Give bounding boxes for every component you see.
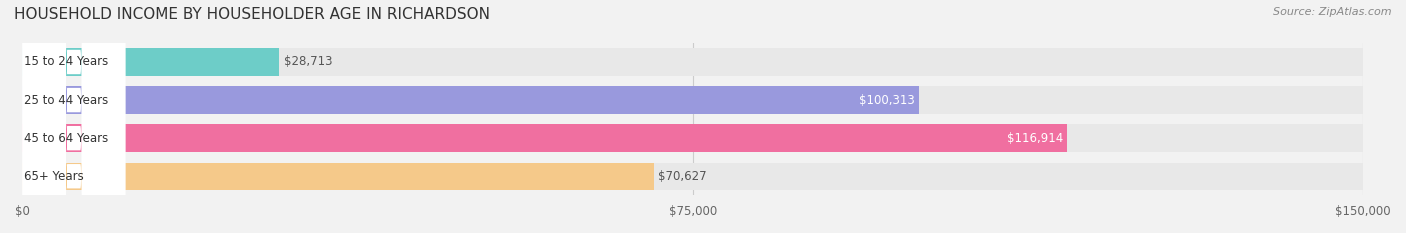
Text: $100,313: $100,313 (859, 94, 914, 106)
Text: 25 to 44 Years: 25 to 44 Years (24, 94, 108, 106)
Bar (22, 163, 1364, 190)
Bar (22, 86, 1364, 114)
FancyBboxPatch shape (22, 0, 125, 233)
FancyBboxPatch shape (22, 0, 125, 233)
Text: $116,914: $116,914 (1007, 132, 1063, 145)
Text: 15 to 24 Years: 15 to 24 Years (24, 55, 108, 69)
Text: $28,713: $28,713 (284, 55, 332, 69)
FancyBboxPatch shape (22, 0, 125, 233)
Text: 45 to 64 Years: 45 to 64 Years (24, 132, 108, 145)
Bar (22, 163, 654, 190)
Bar (22, 86, 920, 114)
Text: 65+ Years: 65+ Years (24, 170, 84, 183)
Bar (22, 48, 1364, 76)
Bar (22, 48, 278, 76)
Text: $70,627: $70,627 (658, 170, 707, 183)
Bar (22, 124, 1364, 152)
Text: HOUSEHOLD INCOME BY HOUSEHOLDER AGE IN RICHARDSON: HOUSEHOLD INCOME BY HOUSEHOLDER AGE IN R… (14, 7, 491, 22)
Text: Source: ZipAtlas.com: Source: ZipAtlas.com (1274, 7, 1392, 17)
Bar (22, 124, 1067, 152)
FancyBboxPatch shape (22, 0, 125, 233)
